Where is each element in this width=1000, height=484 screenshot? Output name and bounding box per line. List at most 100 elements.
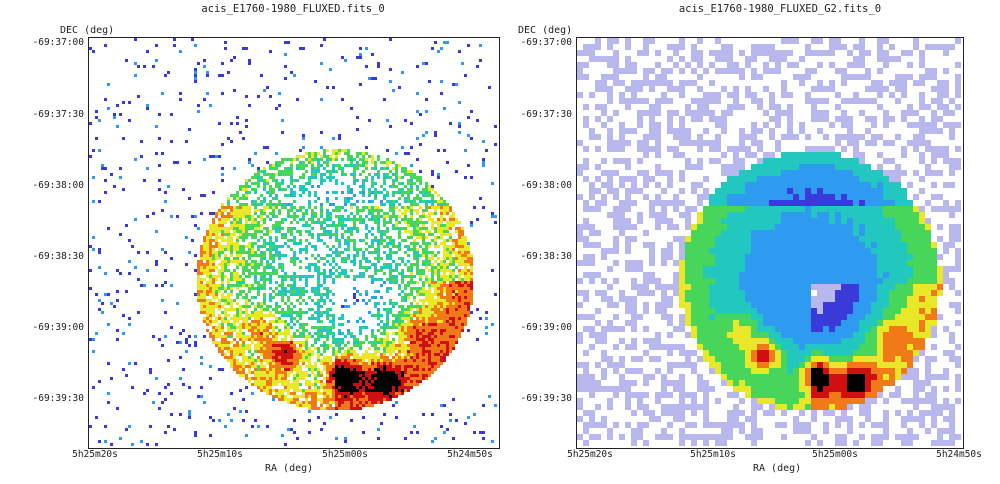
heatmap-cell xyxy=(227,239,230,242)
heatmap-cell xyxy=(245,95,248,98)
heatmap-cell xyxy=(221,74,224,77)
heatmap-cell xyxy=(404,308,407,311)
heatmap-cell xyxy=(425,281,428,284)
heatmap-cell xyxy=(401,305,404,308)
heatmap-cell xyxy=(329,392,332,395)
heatmap-cell xyxy=(389,359,392,362)
heatmap-cell xyxy=(104,191,107,194)
heatmap-cell xyxy=(344,149,347,152)
heatmap-cell xyxy=(446,269,449,272)
heatmap-cell xyxy=(170,215,173,218)
heatmap-cell xyxy=(410,236,413,239)
heatmap-cell xyxy=(401,71,404,74)
heatmap-cell xyxy=(368,395,371,398)
heatmap-cell xyxy=(305,278,308,281)
heatmap-cell xyxy=(401,338,404,341)
heatmap-cell xyxy=(434,266,437,269)
heatmap-cell xyxy=(362,341,365,344)
heatmap-cell xyxy=(353,158,356,161)
heatmap-cell xyxy=(619,80,625,86)
heatmap-cell xyxy=(371,281,374,284)
heatmap-cell xyxy=(308,383,311,386)
heatmap-cell xyxy=(305,311,308,314)
heatmap-cell xyxy=(323,269,326,272)
heatmap-cell xyxy=(404,206,407,209)
heatmap-cell xyxy=(281,389,284,392)
heatmap-cell xyxy=(239,233,242,236)
heatmap-cell xyxy=(98,200,101,203)
heatmap-cell xyxy=(245,260,248,263)
heatmap-cell xyxy=(266,203,269,206)
heatmap-cell xyxy=(272,191,275,194)
heatmap-cell xyxy=(377,356,380,359)
heatmap-cell xyxy=(350,371,353,374)
heatmap-cell xyxy=(371,365,374,368)
heatmap-cell xyxy=(278,221,281,224)
heatmap-cell xyxy=(344,440,347,443)
heatmap-cell xyxy=(410,332,413,335)
heatmap-cell xyxy=(386,119,389,122)
heatmap-cell xyxy=(410,293,413,296)
heatmap-cell xyxy=(158,392,161,395)
heatmap-cell xyxy=(263,332,266,335)
heatmap-cell xyxy=(212,155,215,158)
heatmap-cell xyxy=(383,359,386,362)
heatmap-cell xyxy=(428,305,431,308)
heatmap-cell xyxy=(365,293,368,296)
heatmap-cell xyxy=(272,344,275,347)
heatmap-cell xyxy=(404,296,407,299)
heatmap-cell xyxy=(290,401,293,404)
heatmap-cell xyxy=(338,377,341,380)
heatmap-cell xyxy=(290,206,293,209)
heatmap-cell xyxy=(428,302,431,305)
heatmap-cell xyxy=(323,329,326,332)
heatmap-cell xyxy=(607,74,613,80)
heatmap-cell xyxy=(437,347,440,350)
heatmap-cell xyxy=(251,365,254,368)
heatmap-cell xyxy=(332,362,335,365)
heatmap-cell xyxy=(284,323,287,326)
heatmap-cell xyxy=(290,338,293,341)
heatmap-cell xyxy=(158,188,161,191)
heatmap-cell xyxy=(260,383,263,386)
heatmap-cell xyxy=(278,398,281,401)
heatmap-cell xyxy=(296,275,299,278)
heatmap-cell xyxy=(89,47,92,50)
heatmap-cell xyxy=(353,182,356,185)
heatmap-cell xyxy=(407,308,410,311)
heatmap-cell xyxy=(362,365,365,368)
heatmap-cell xyxy=(236,317,239,320)
heatmap-cell xyxy=(356,56,359,59)
heatmap-cell xyxy=(296,221,299,224)
heatmap-cell xyxy=(293,191,296,194)
heatmap-cell xyxy=(452,242,455,245)
heatmap-cell xyxy=(95,293,98,296)
heatmap-cell xyxy=(425,254,428,257)
heatmap-cell xyxy=(254,368,257,371)
heatmap-cell xyxy=(467,257,470,260)
heatmap-cell xyxy=(362,179,365,182)
heatmap-cell xyxy=(290,227,293,230)
heatmap-cell xyxy=(449,206,452,209)
heatmap-cell xyxy=(464,275,467,278)
heatmap-cell xyxy=(248,206,251,209)
heatmap-cell xyxy=(326,245,329,248)
heatmap-cell xyxy=(116,338,119,341)
heatmap-cell xyxy=(407,311,410,314)
heatmap-cell xyxy=(128,260,131,263)
heatmap-cell xyxy=(392,224,395,227)
heatmap-cell xyxy=(326,293,329,296)
heatmap-cell xyxy=(254,359,257,362)
heatmap-cell xyxy=(233,362,236,365)
heatmap-cell xyxy=(425,347,428,350)
heatmap-cell xyxy=(344,392,347,395)
heatmap-cell xyxy=(293,401,296,404)
heatmap-cell xyxy=(419,356,422,359)
heatmap-cell xyxy=(350,227,353,230)
heatmap-cell xyxy=(464,242,467,245)
heatmap-cell xyxy=(386,338,389,341)
heatmap-cell xyxy=(464,74,467,77)
heatmap-cell xyxy=(428,287,431,290)
heatmap-cell xyxy=(341,314,344,317)
heatmap-cell xyxy=(419,215,422,218)
